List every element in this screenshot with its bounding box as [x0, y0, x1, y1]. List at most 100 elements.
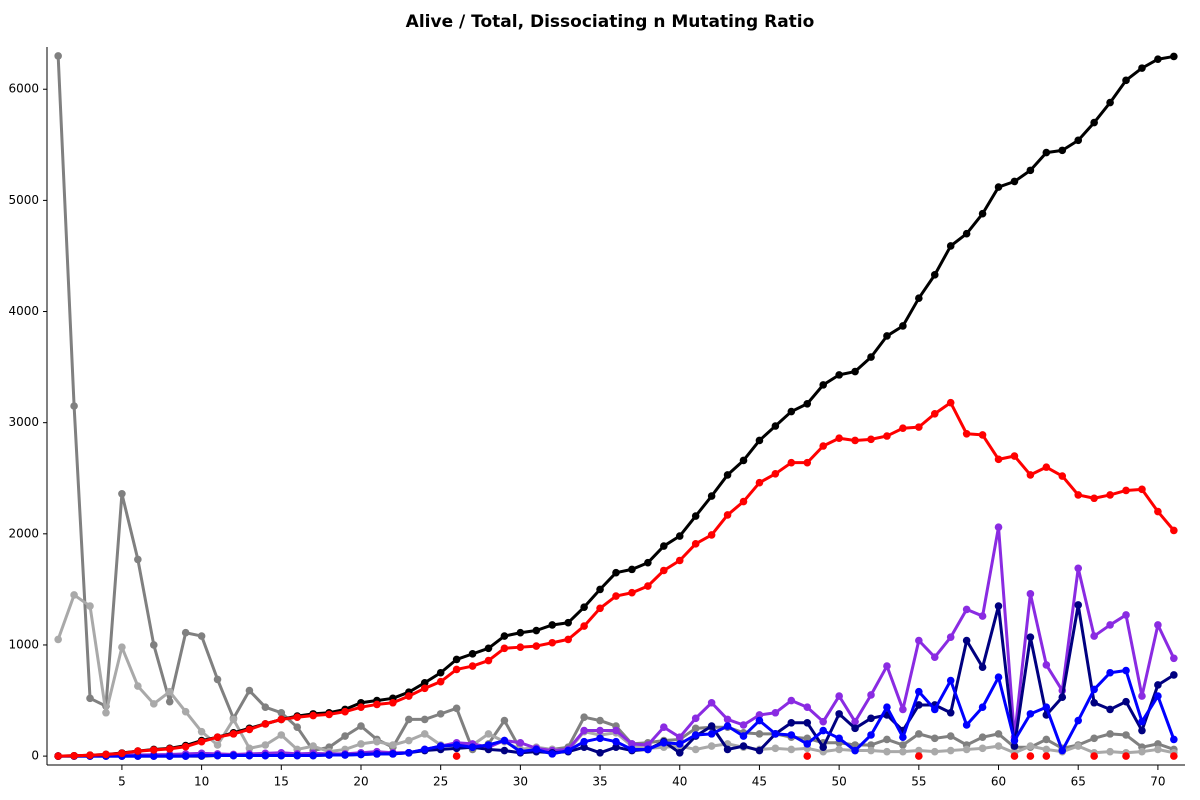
- y-tick-label: 3000: [8, 415, 39, 429]
- data-point: [261, 703, 270, 712]
- data-point: [500, 644, 509, 653]
- data-point: [580, 713, 588, 722]
- data-point: [1042, 703, 1051, 712]
- data-point: [819, 717, 827, 726]
- data-point: [86, 751, 94, 760]
- data-point: [803, 458, 812, 467]
- data-point: [1058, 472, 1067, 480]
- data-point: [325, 751, 333, 759]
- data-point: [181, 752, 190, 760]
- data-point: [1026, 471, 1035, 479]
- data-point: [771, 708, 780, 717]
- data-point: [819, 726, 827, 735]
- data-point: [500, 746, 509, 755]
- series-line: [58, 525, 1176, 758]
- data-point: [389, 750, 397, 758]
- data-point: [1042, 752, 1051, 760]
- data-point: [755, 730, 764, 738]
- data-point: [915, 730, 923, 738]
- data-point: [978, 663, 987, 671]
- data-point: [1058, 693, 1067, 702]
- data-point: [930, 747, 939, 756]
- data-point: [978, 612, 987, 620]
- data-point: [803, 740, 812, 748]
- data-point: [436, 677, 445, 686]
- data-point: [707, 531, 716, 539]
- y-tick-label: 6000: [8, 82, 39, 96]
- data-point: [1010, 452, 1019, 460]
- data-point: [691, 540, 700, 548]
- data-point: [867, 741, 875, 749]
- data-point: [420, 715, 429, 724]
- data-point: [946, 746, 955, 755]
- data-point: [1122, 752, 1130, 760]
- data-point: [165, 745, 174, 753]
- data-point: [803, 399, 812, 408]
- data-point: [1074, 716, 1083, 725]
- y-tick-label: 5000: [8, 193, 39, 207]
- data-point: [962, 429, 971, 438]
- data-point: [548, 750, 557, 758]
- data-point: [787, 407, 796, 416]
- data-point: [1090, 494, 1098, 503]
- data-point: [134, 682, 142, 690]
- data-point: [436, 710, 445, 718]
- data-point: [962, 636, 971, 645]
- data-point: [946, 708, 955, 717]
- data-point: [261, 720, 270, 728]
- x-tick-label: 35: [592, 775, 607, 789]
- data-point: [405, 748, 413, 757]
- data-point: [739, 732, 748, 740]
- x-tick-label: 15: [274, 775, 289, 789]
- data-point: [819, 442, 827, 450]
- data-point: [1026, 742, 1035, 750]
- data-point: [962, 229, 971, 238]
- data-point: [373, 700, 381, 709]
- data-point: [883, 332, 891, 340]
- data-point: [691, 714, 700, 723]
- data-point: [851, 724, 859, 733]
- data-point: [723, 511, 732, 519]
- data-point: [1090, 698, 1098, 707]
- data-point: [612, 568, 620, 577]
- data-point: [420, 684, 429, 693]
- data-point: [1090, 734, 1098, 743]
- data-point: [899, 741, 907, 749]
- data-point: [149, 746, 158, 754]
- data-point: [994, 523, 1003, 531]
- data-point: [197, 737, 206, 746]
- data-point: [707, 698, 716, 707]
- data-point: [165, 687, 174, 696]
- data-point: [915, 294, 923, 302]
- data-point: [564, 746, 572, 755]
- data-point: [707, 492, 716, 500]
- data-point: [707, 722, 716, 730]
- data-point: [213, 733, 222, 742]
- data-point: [675, 556, 684, 565]
- data-point: [930, 271, 939, 279]
- data-point: [596, 585, 604, 594]
- y-tick-label: 2000: [8, 526, 39, 540]
- data-point: [883, 735, 891, 744]
- data-point: [436, 742, 445, 750]
- data-point: [628, 745, 636, 754]
- data-point: [405, 692, 413, 700]
- data-point: [994, 673, 1003, 681]
- data-point: [325, 710, 333, 719]
- y-tick-label: 4000: [8, 304, 39, 318]
- data-point: [1074, 742, 1083, 750]
- data-point: [787, 696, 796, 705]
- data-point: [867, 353, 875, 361]
- data-point: [405, 736, 413, 745]
- data-point: [883, 747, 891, 756]
- data-point: [357, 740, 365, 748]
- data-point: [803, 703, 812, 712]
- data-point: [1106, 705, 1114, 714]
- data-point: [739, 456, 748, 465]
- data-point: [516, 747, 525, 756]
- data-point: [1042, 735, 1051, 744]
- data-point: [1154, 740, 1162, 748]
- data-point: [1042, 148, 1051, 157]
- data-point: [1170, 526, 1178, 535]
